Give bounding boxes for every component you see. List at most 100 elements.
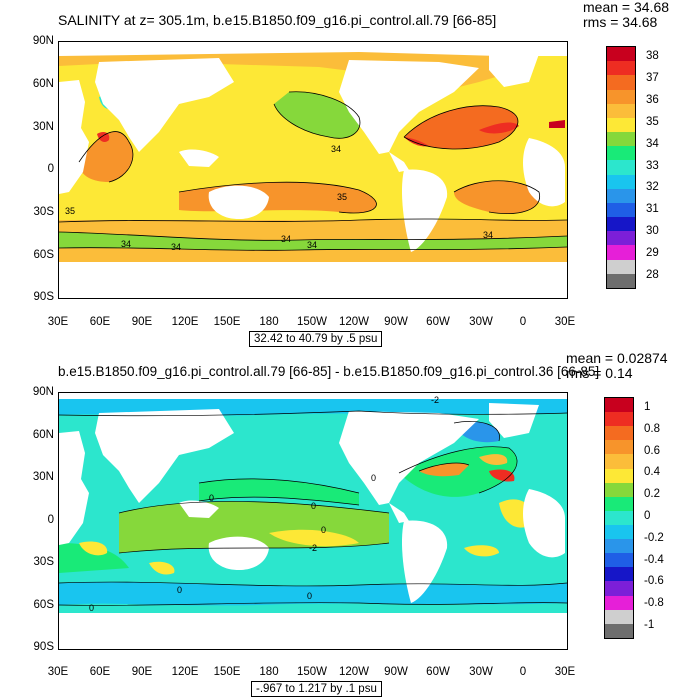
contour-label: 0 (89, 603, 94, 613)
top-mean-value: mean = 34.68 (583, 0, 670, 15)
bottom-contour-range-label: -.967 to 1.217 by .1 psu (251, 681, 382, 697)
indian-band (59, 543, 129, 573)
bottom-x-tick: 30E (554, 666, 576, 678)
bottom-rms-value: rms = 0.14 (566, 365, 633, 381)
bottom-colorbar (604, 397, 634, 639)
colorbar-swatch (605, 524, 633, 540)
top-y-tick: 90S (33, 291, 54, 303)
colorbar-label: 0 (644, 510, 651, 522)
bottom-x-tick: 120W (338, 666, 370, 678)
contour-label: 34 (331, 144, 341, 154)
bottom-map-plot: -2 0 0 0 0 -2 0 0 0 (59, 395, 567, 649)
colorbar-swatch (605, 595, 633, 610)
bottom-mean-value: mean = 0.02874 (566, 350, 668, 366)
colorbar-label: 28 (646, 269, 659, 282)
colorbar-swatch (607, 61, 635, 76)
mediterranean-outflow (404, 137, 429, 147)
top-y-tick: 0 (47, 163, 54, 175)
contour-lines (59, 410, 567, 606)
colorbar-swatch (605, 482, 633, 497)
antarctic-fresh-band (59, 232, 567, 251)
colorbar-label: 0.4 (644, 466, 660, 479)
colorbar-swatch (607, 89, 635, 104)
positive-patch (269, 529, 359, 547)
top-map-title: SALINITY at z= 305.1m, b.e15.B1850.f09_g… (58, 12, 497, 28)
bottom-y-tick: 90S (33, 641, 54, 653)
colorbar-label: 31 (646, 203, 659, 216)
top-x-tick: 0 (519, 316, 527, 328)
colorbar-swatch (607, 75, 635, 90)
bottom-x-tick: 90E (131, 666, 153, 678)
arabian-sea-saline (79, 131, 133, 182)
colorbar-swatch (605, 398, 633, 413)
colorbar-swatch (605, 440, 633, 455)
positive-patch (79, 541, 108, 556)
colorbar-swatch (607, 132, 635, 147)
contour-label: 34 (121, 239, 131, 249)
bottom-x-tick: 0 (519, 666, 527, 678)
bottom-x-tick: 150E (213, 666, 241, 678)
contour-label: 34 (171, 242, 181, 252)
north-pacific-band (199, 478, 359, 505)
contour-label-group: -2 0 0 0 0 -2 0 0 0 (89, 395, 439, 613)
colorbar-swatch (607, 273, 635, 288)
colorbar-label: 30 (646, 225, 659, 238)
colorbar-swatch (607, 47, 635, 62)
colorbar-label: 34 (646, 137, 659, 150)
colorbar-swatch (605, 426, 633, 441)
colorbar-label: -0.4 (644, 553, 664, 566)
positive-patch (464, 545, 499, 557)
red-sea-outflow (97, 132, 110, 142)
contour-label: 0 (209, 493, 214, 503)
atlantic-hotspot (479, 122, 519, 134)
top-x-tick: 90W (384, 316, 408, 328)
land-masses (59, 52, 567, 298)
colorbar-swatch (607, 231, 635, 246)
colorbar-swatch (605, 454, 633, 469)
contour-lines (59, 91, 567, 251)
colorbar-label: 38 (646, 49, 659, 62)
contour-label: 0 (371, 473, 376, 483)
top-x-tick: 120E (171, 316, 199, 328)
top-x-tick: 90E (131, 316, 153, 328)
colorbar-swatch (607, 217, 635, 232)
north-atlantic-saline (404, 105, 518, 149)
bottom-difference-map: -2 0 0 0 0 -2 0 0 0 (58, 392, 568, 650)
top-y-tick: 30N (32, 121, 54, 133)
colorbar-swatch (605, 496, 633, 511)
colorbar-swatch (605, 581, 633, 596)
colorbar-label: 0.6 (644, 444, 660, 457)
bottom-x-tick: 120E (171, 666, 199, 678)
colorbar-swatch (605, 510, 633, 525)
top-y-tick: 30S (33, 206, 54, 218)
colorbar-label: -0.6 (644, 575, 664, 588)
colorbar-swatch (605, 609, 633, 624)
colorbar-swatch (605, 468, 633, 483)
colorbar-label: 33 (646, 159, 659, 172)
colorbar-swatch (607, 146, 635, 161)
land-masses (59, 403, 567, 649)
bottom-x-tick: 30W (469, 666, 493, 678)
colorbar-swatch (607, 259, 635, 274)
top-x-tick: 150W (296, 316, 328, 328)
contour-label: 0 (307, 591, 312, 601)
contour-label: 0 (177, 585, 182, 595)
contour-label: -2 (431, 395, 439, 405)
bottom-y-tick: 0 (47, 514, 54, 526)
colorbar-swatch (607, 117, 635, 133)
bottom-y-tick: 30S (33, 556, 54, 568)
bottom-y-tick: 60N (32, 429, 54, 441)
colorbar-label: 37 (646, 71, 659, 84)
colorbar-swatch (607, 174, 635, 189)
north-pacific-fresh (274, 91, 360, 139)
colorbar-label: 1 (644, 400, 651, 413)
bottom-x-tick: 60W (426, 666, 450, 678)
top-x-tick: 30E (47, 316, 69, 328)
contour-label: 0 (321, 525, 326, 535)
bottom-x-tick: 180 (259, 666, 279, 678)
colorbar-label: 0.2 (644, 488, 660, 501)
colorbar-label: -0.2 (644, 531, 664, 544)
top-y-tick: 60N (32, 78, 54, 90)
contour-label: 34 (281, 234, 291, 244)
gulf-stream-anomaly (479, 454, 508, 465)
